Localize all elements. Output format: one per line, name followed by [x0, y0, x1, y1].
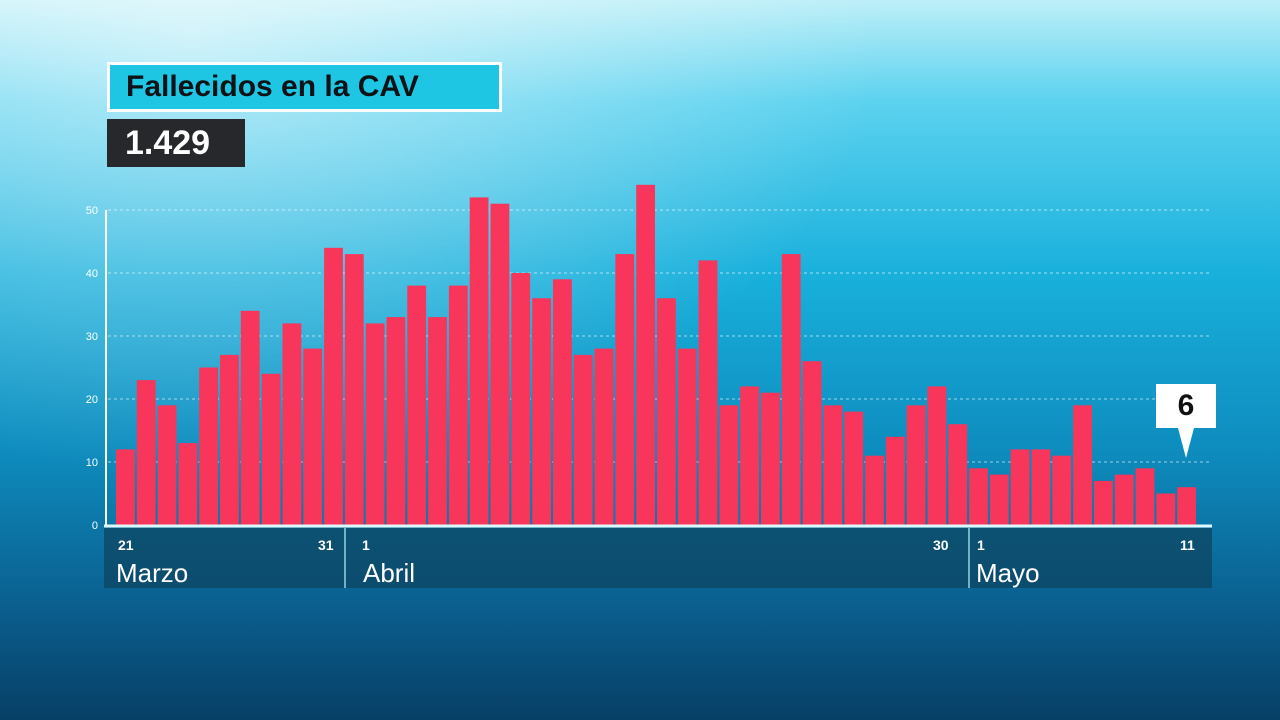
- last-value-callout: 6: [1156, 384, 1216, 458]
- bar-6-may: [1073, 405, 1092, 525]
- bar-29-mar: [282, 323, 302, 525]
- y-tick-label: 20: [86, 394, 98, 406]
- bar-15-abr: [636, 184, 655, 526]
- bar-23-mar: [157, 405, 177, 525]
- bar-6-abr: [448, 285, 468, 525]
- bar-27-abr: [885, 436, 905, 525]
- bar-26-mar: [220, 354, 239, 525]
- bar-29-abr: [927, 386, 947, 525]
- bar-11-may: [1177, 487, 1196, 525]
- month-label-may: Mayo: [976, 558, 1040, 588]
- bar-5-abr: [428, 317, 447, 525]
- bar-7-abr: [469, 197, 489, 525]
- bar-28-abr: [906, 405, 926, 525]
- bar-17-abr: [677, 348, 697, 525]
- bar-2-may: [989, 474, 1009, 525]
- month-separator: [968, 528, 970, 588]
- bar-1-may: [969, 468, 988, 525]
- bar-27-mar: [240, 310, 260, 525]
- bar-4-may: [1031, 449, 1051, 525]
- bar-22-abr: [781, 254, 801, 525]
- bar-21-mar: [116, 449, 135, 525]
- bar-7-may: [1094, 480, 1113, 525]
- y-tick-label: 40: [86, 268, 98, 280]
- bar-9-may: [1135, 468, 1155, 525]
- bar-14-abr: [615, 254, 635, 525]
- y-tick-label: 10: [86, 457, 98, 469]
- bar-1-abr: [344, 254, 364, 525]
- bar-24-mar: [178, 443, 198, 525]
- bar-30-mar: [303, 348, 323, 525]
- total-deaths-value: 1.429: [107, 119, 245, 167]
- month-label-april: Abril: [363, 558, 416, 588]
- day-label-april-start: 1: [362, 537, 370, 553]
- chart-title: Fallecidos en la CAV: [107, 62, 502, 112]
- bar-30-abr: [948, 424, 968, 525]
- bar-21-abr: [761, 392, 780, 525]
- bar-22-mar: [136, 380, 156, 525]
- bar-8-may: [1114, 474, 1134, 525]
- bar-20-abr: [740, 386, 759, 525]
- bar-3-may: [1010, 449, 1030, 525]
- day-label-may-end: 11: [1180, 537, 1195, 553]
- bar-16-abr: [657, 298, 676, 525]
- y-tick-label: 30: [86, 331, 98, 343]
- bar-18-abr: [698, 260, 718, 525]
- bar-4-abr: [407, 285, 427, 525]
- bar-11-abr: [553, 279, 572, 525]
- month-axis-band: [104, 528, 1212, 588]
- month-label-march: Marzo: [116, 558, 189, 588]
- bar-5-may: [1052, 455, 1072, 525]
- bar-12-abr: [573, 354, 593, 525]
- y-tick-label: 50: [86, 205, 98, 217]
- bar-8-abr: [490, 203, 510, 525]
- day-label-april-end: 30: [933, 537, 949, 553]
- bar-3-abr: [386, 317, 406, 525]
- month-separator: [344, 528, 346, 588]
- bar-24-abr: [823, 405, 843, 525]
- day-label-march-end: 31: [318, 537, 334, 553]
- bar-13-abr: [594, 348, 614, 525]
- bar-2-abr: [365, 323, 385, 525]
- day-label-march-start: 21: [118, 537, 134, 553]
- bar-28-mar: [261, 373, 281, 525]
- bar-19-abr: [719, 405, 739, 525]
- bar-26-abr: [865, 455, 884, 525]
- bar-31-mar: [324, 247, 343, 526]
- bar-23-abr: [802, 361, 822, 525]
- bar-25-mar: [199, 367, 218, 525]
- day-label-may-start: 1: [977, 537, 985, 553]
- bar-9-abr: [511, 273, 531, 525]
- bar-10-may: [1156, 493, 1176, 525]
- bar-25-abr: [844, 411, 864, 525]
- y-tick-label: 0: [92, 520, 98, 532]
- bar-10-abr: [532, 298, 551, 525]
